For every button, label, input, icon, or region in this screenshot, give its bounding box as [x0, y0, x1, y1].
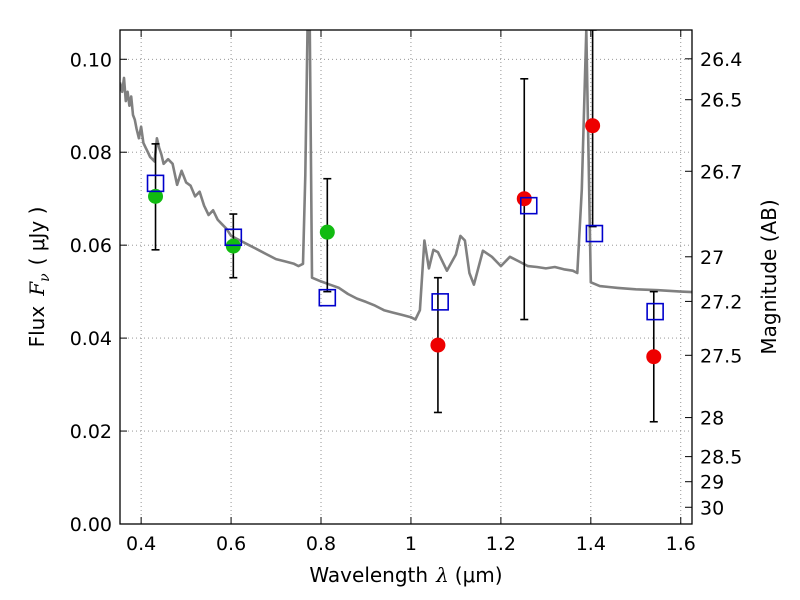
model-square-marker: [318, 288, 337, 307]
y2-tick-label: 26.5: [700, 90, 742, 112]
x-axis-label: Wavelength: [309, 563, 428, 587]
x-tick-label: 1.6: [666, 533, 696, 555]
x-axis-unit: (μm): [455, 563, 503, 587]
y-axis-title: Flux Fν ( μJy ): [25, 207, 53, 348]
y2-axis-title: Magnitude (AB): [757, 199, 781, 354]
y2-tick-label: 27: [700, 247, 724, 269]
x-tick-label: 0.8: [306, 533, 336, 555]
red-data-point: [646, 349, 662, 365]
model-square-marker: [519, 196, 538, 215]
model-square-marker: [224, 228, 243, 247]
template-spectrum-line: [120, 30, 692, 321]
y-tick-label: 0.08: [70, 142, 112, 164]
y2-tick-label: 26.7: [700, 161, 742, 183]
y-tick-label: 0.04: [70, 328, 112, 350]
x-tick-label: 0.4: [126, 533, 156, 555]
x-tick-label: 0.6: [216, 533, 246, 555]
y-tick-label: 0.06: [70, 235, 112, 257]
red-data-point: [516, 191, 532, 207]
model-square-marker: [585, 224, 604, 243]
model-square-marker: [431, 293, 449, 311]
y2-tick-label: 27.5: [700, 345, 742, 367]
x-tick-label: 1.4: [576, 533, 606, 555]
green-data-point: [225, 238, 241, 254]
grid-lines: [120, 30, 692, 525]
plot-frame: [119, 29, 693, 525]
y-tick-label: 0.02: [70, 421, 112, 443]
axis-ticks: 0.4 0.6 0.8 1 1.2 1.4 1.6 0.00 0.02 0.04 0.06 0.08 0…: [70, 30, 742, 555]
y2-tick-label: 30: [700, 497, 724, 519]
y-tick-label: 0.10: [70, 49, 112, 71]
y-axis-subscript: ν: [37, 273, 53, 282]
red-data-point: [430, 337, 446, 353]
y2-tick-label: 26.4: [700, 49, 742, 71]
x-tick-label: 1.2: [486, 533, 516, 555]
x-tick-label: 1: [405, 533, 417, 555]
y2-tick-label: 28: [700, 408, 724, 430]
y-axis-symbol: F: [25, 281, 49, 297]
green-data-point: [319, 224, 335, 240]
y2-tick-label: 29: [700, 472, 724, 494]
y-axis-unit: ( μJy ): [25, 207, 49, 266]
plot-area: [120, 30, 692, 423]
model-square-marker: [646, 302, 664, 321]
model-square-marker: [146, 174, 165, 193]
red-data-point: [585, 118, 601, 134]
green-data-point: [148, 188, 164, 204]
x-axis-symbol: λ: [435, 563, 449, 587]
y2-tick-label: 27.2: [700, 291, 742, 313]
y-tick-label: 0.00: [70, 514, 112, 536]
y2-tick-label: 28.5: [700, 447, 742, 469]
y-axis-label: Flux: [25, 306, 49, 348]
x-axis-title: Wavelength λ (μm): [309, 563, 502, 587]
